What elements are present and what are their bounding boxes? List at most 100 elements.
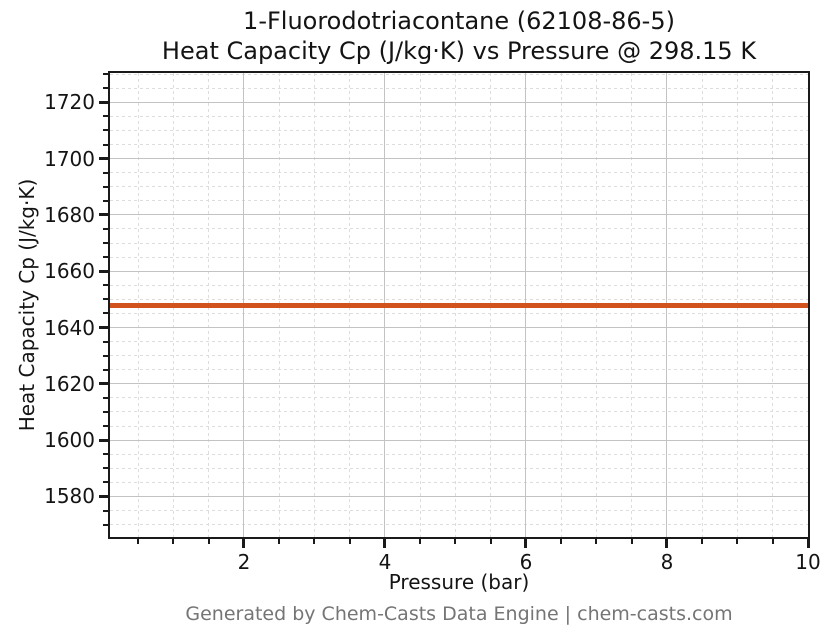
grid-minor-h	[110, 510, 808, 512]
y-minor-tick	[103, 227, 108, 230]
x-tick-label: 6	[519, 550, 533, 574]
grid-minor-h	[110, 397, 808, 399]
y-major-tick	[99, 213, 108, 217]
grid-minor-h	[110, 87, 808, 89]
x-minor-tick	[630, 539, 633, 544]
data-line-segment	[525, 302, 597, 308]
grid-major-h	[110, 158, 808, 160]
x-tick-label: 4	[378, 550, 392, 574]
y-minor-tick	[103, 396, 108, 399]
grid-minor-h	[110, 425, 808, 427]
grid-minor-h	[110, 172, 808, 174]
y-minor-tick	[103, 354, 108, 357]
x-minor-tick	[454, 539, 457, 544]
grid-minor-h	[110, 284, 808, 286]
grid-minor-h	[110, 312, 808, 314]
grid-minor-h	[110, 369, 808, 371]
y-minor-tick	[103, 312, 108, 315]
y-major-tick	[99, 438, 108, 442]
grid-minor-h	[110, 115, 808, 117]
y-major-tick	[99, 269, 108, 273]
y-tick-label: 1620	[44, 371, 95, 396]
y-tick-label: 1600	[44, 428, 95, 453]
grid-major-h	[110, 101, 808, 103]
data-line-segment	[596, 302, 667, 308]
grid-major-h	[110, 439, 808, 441]
y-minor-tick	[103, 340, 108, 343]
x-major-tick	[665, 539, 669, 548]
y-minor-tick	[103, 425, 108, 428]
grid-minor-h	[110, 73, 808, 75]
y-major-tick	[99, 494, 108, 498]
grid-major-h	[110, 214, 808, 216]
data-line-segment	[384, 302, 456, 308]
y-minor-tick	[103, 87, 108, 90]
grid-minor-h	[110, 411, 808, 413]
y-major-tick	[99, 382, 108, 386]
y-major-tick	[99, 326, 108, 330]
grid-minor-h	[110, 453, 808, 455]
y-major-tick	[99, 157, 108, 161]
grid-minor-h	[110, 467, 808, 469]
x-minor-tick	[172, 539, 175, 544]
y-minor-tick	[103, 368, 108, 371]
chart-title: 1-Fluorodotriacontane (62108-86-5) Heat …	[110, 6, 808, 66]
grid-minor-h	[110, 298, 808, 300]
x-minor-tick	[560, 539, 563, 544]
grid-major-h	[110, 270, 808, 272]
y-tick-label: 1680	[44, 202, 95, 227]
y-minor-tick	[103, 410, 108, 413]
x-minor-tick	[419, 539, 422, 544]
y-minor-tick	[103, 171, 108, 174]
grid-minor-h	[110, 144, 808, 145]
x-minor-tick	[595, 539, 598, 544]
data-line-segment	[173, 302, 244, 308]
data-line-segment	[737, 302, 808, 308]
grid-minor-h	[110, 524, 808, 526]
y-tick-label: 1660	[44, 259, 95, 284]
data-line-segment	[314, 302, 385, 308]
data-line-segment	[243, 302, 315, 308]
y-minor-tick	[103, 523, 108, 526]
grid-minor-h	[110, 242, 808, 244]
y-minor-tick	[103, 73, 108, 76]
y-minor-tick	[103, 509, 108, 512]
footer-credit: Generated by Chem-Casts Data Engine | ch…	[185, 603, 733, 625]
y-major-tick	[99, 100, 108, 104]
data-line-segment	[110, 302, 174, 308]
x-major-tick	[806, 539, 810, 548]
data-line-segment	[455, 302, 526, 308]
grid-minor-h	[110, 341, 808, 343]
grid-minor-h	[110, 200, 808, 202]
x-minor-tick	[736, 539, 739, 544]
y-tick-label: 1700	[44, 146, 95, 171]
y-minor-tick	[103, 298, 108, 301]
x-minor-tick	[137, 539, 140, 544]
grid-minor-h	[110, 256, 808, 258]
grid-major-h	[110, 495, 808, 497]
x-minor-tick	[348, 539, 351, 544]
y-minor-tick	[103, 242, 108, 245]
x-tick-label: 2	[237, 550, 251, 574]
x-minor-tick	[771, 539, 774, 544]
y-minor-tick	[103, 199, 108, 202]
x-tick-label: 10	[795, 550, 821, 574]
grid-minor-h	[110, 481, 808, 483]
y-minor-tick	[103, 129, 108, 132]
plot-area	[110, 73, 808, 537]
grid-minor-h	[110, 355, 808, 357]
chart-title-line1: 1-Fluorodotriacontane (62108-86-5)	[243, 7, 675, 35]
x-minor-tick	[701, 539, 704, 544]
y-tick-label: 1720	[44, 90, 95, 115]
y-minor-tick	[103, 115, 108, 118]
x-axis-label: Pressure (bar)	[388, 570, 530, 594]
x-tick-label: 8	[660, 550, 674, 574]
y-minor-tick	[103, 256, 108, 259]
y-minor-tick	[103, 185, 108, 188]
grid-major-h	[110, 383, 808, 385]
y-minor-tick	[103, 467, 108, 470]
x-minor-tick	[489, 539, 492, 544]
y-minor-tick	[103, 481, 108, 484]
y-minor-tick	[103, 284, 108, 287]
